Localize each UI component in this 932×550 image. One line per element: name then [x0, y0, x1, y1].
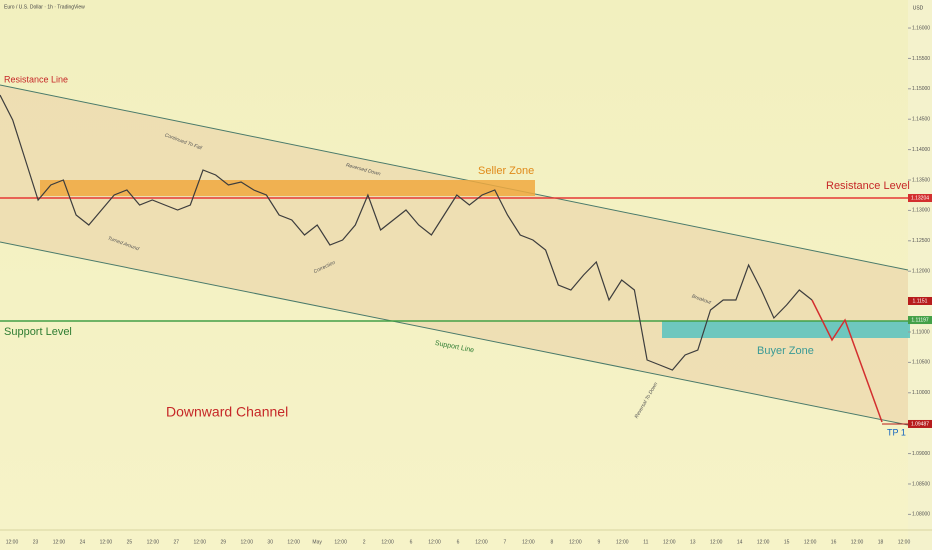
x-tick-label: 7: [504, 539, 507, 545]
y-tick-label: 1.13500: [912, 177, 930, 183]
x-tick-label: 12:00: [898, 539, 911, 545]
x-tick-label: 12:00: [194, 539, 207, 545]
x-tick-label: 2: [363, 539, 366, 545]
annotation: Downward Channel: [166, 404, 288, 420]
x-tick-label: 12:00: [381, 539, 394, 545]
x-tick-label: 29: [220, 539, 226, 545]
x-tick-label: 6: [410, 539, 413, 545]
x-tick-label: 30: [267, 539, 273, 545]
price-tag: [908, 296, 932, 305]
y-tick-label: 1.09000: [912, 451, 930, 457]
x-tick-label: 18: [878, 539, 884, 545]
seller-zone: [40, 180, 535, 196]
x-tick-label: 14: [737, 539, 743, 545]
channel-fill: [0, 85, 908, 425]
annotation: Resistance Level: [826, 180, 910, 192]
price-tag: [908, 419, 932, 428]
x-tick-label: 12:00: [804, 539, 817, 545]
y-tick-label: 1.14000: [912, 147, 930, 153]
annotation: Buyer Zone: [757, 345, 814, 357]
currency: USD: [913, 5, 924, 11]
x-tick-label: 12:00: [334, 539, 347, 545]
y-tick-label: 1.10000: [912, 390, 930, 396]
resistance-line: [0, 84, 909, 271]
chart-title: Euro / U.S. Dollar · 1h · TradingView: [4, 4, 85, 10]
annotation: Resistance Line: [4, 74, 68, 84]
x-tick-label: 12:00: [851, 539, 864, 545]
buyer-zone: [662, 321, 910, 338]
price-line: [0, 94, 813, 371]
x-tick-label: 12:00: [147, 539, 160, 545]
x-tick-label: 12:00: [428, 539, 441, 545]
y-tick-label: 1.15500: [912, 56, 930, 62]
y-tick-label: 1.13000: [912, 208, 930, 214]
x-tick-label: 12:00: [6, 539, 19, 545]
x-tick-label: 12:00: [757, 539, 770, 545]
x-tick-label: 16: [831, 539, 837, 545]
price-tag: [908, 316, 932, 325]
x-tick-label: 24: [80, 539, 86, 545]
y-tick-label: 1.14500: [912, 117, 930, 123]
annotation: TP 1: [887, 427, 906, 437]
y-tick-label: 1.16000: [912, 25, 930, 31]
annotation: Seller Zone: [478, 165, 534, 177]
x-tick-label: May: [312, 539, 322, 545]
x-tick-label: 15: [784, 539, 790, 545]
x-tick-label: 27: [174, 539, 180, 545]
x-tick-label: 12:00: [53, 539, 66, 545]
y-tick-label: 1.12500: [912, 238, 930, 244]
x-tick-label: 12:00: [663, 539, 676, 545]
price-axis: [908, 0, 932, 550]
y-tick-label: 1.12000: [912, 269, 930, 275]
x-tick-label: 12:00: [616, 539, 629, 545]
y-tick-label: 1.08500: [912, 481, 930, 487]
x-tick-label: 12:00: [100, 539, 113, 545]
x-tick-label: 23: [33, 539, 39, 545]
x-tick-label: 12:00: [475, 539, 488, 545]
annotation: Support Level: [4, 326, 72, 338]
x-tick-label: 12:00: [287, 539, 300, 545]
x-tick-label: 8: [551, 539, 554, 545]
x-tick-label: 12:00: [522, 539, 535, 545]
projection: [811, 299, 883, 423]
support-line: [0, 241, 909, 426]
price-tag-label: 1.13204: [911, 195, 929, 201]
x-tick-label: 12:00: [569, 539, 582, 545]
x-tick-label: 9: [597, 539, 600, 545]
y-tick-label: 1.15000: [912, 86, 930, 92]
x-tick-label: 11: [643, 539, 648, 545]
x-tick-label: 12:00: [240, 539, 253, 545]
x-tick-label: 6: [457, 539, 460, 545]
price-tag-label: 1.09487: [911, 421, 929, 427]
x-tick-label: 12:00: [710, 539, 723, 545]
y-tick-label: 1.08000: [912, 512, 930, 518]
price-tag-label: 1.1151: [913, 298, 928, 304]
y-tick-label: 1.11000: [912, 329, 930, 335]
price-tag-label: 1.11197: [911, 317, 929, 323]
x-tick-label: 13: [690, 539, 696, 545]
price-tag: [908, 194, 932, 203]
y-tick-label: 1.10500: [912, 360, 930, 366]
x-tick-label: 25: [127, 539, 133, 545]
